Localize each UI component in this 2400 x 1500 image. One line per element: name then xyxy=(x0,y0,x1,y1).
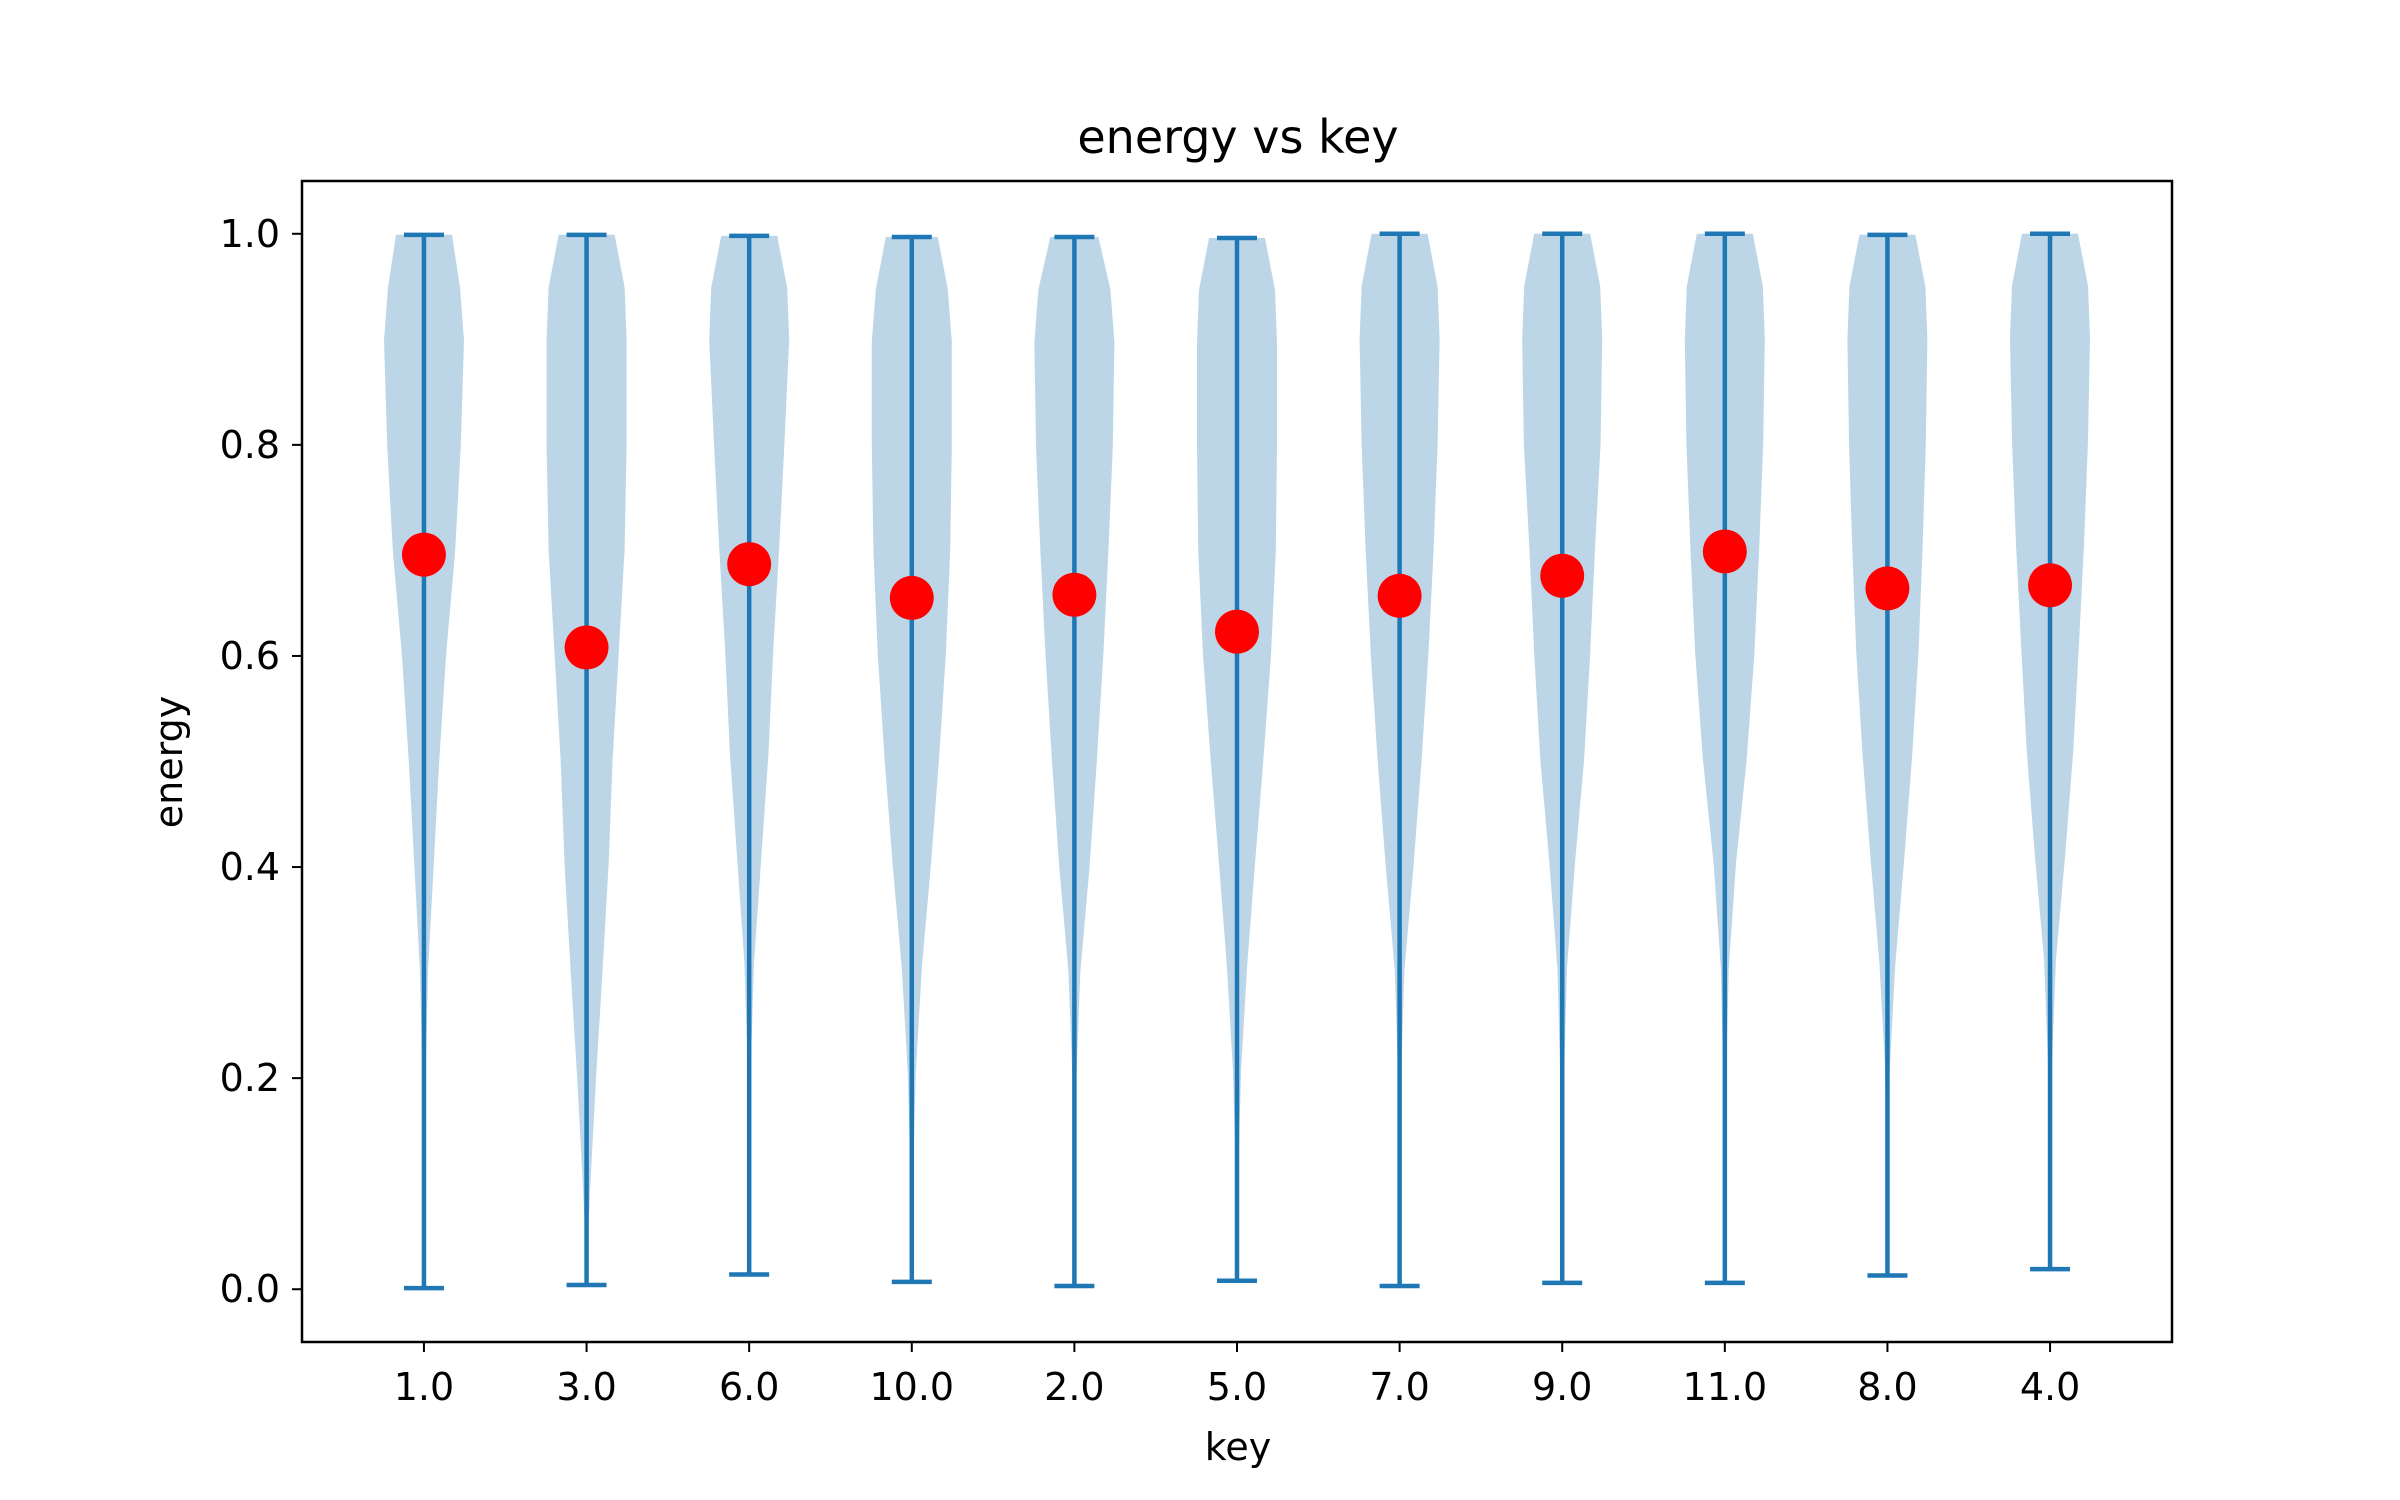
x-axis: 1.0 3.0 6.0 10.0 2.0 5.0 7.0 9.0 11.0 8.0 4.0 xyxy=(394,1342,2080,1409)
y-axis-label: energy xyxy=(147,696,191,828)
mean-marker xyxy=(1052,572,1097,617)
x-tick-label: 8.0 xyxy=(1857,1365,1917,1409)
mean-marker xyxy=(1865,566,1910,611)
mean-marker xyxy=(889,575,934,620)
x-tick-label: 6.0 xyxy=(719,1365,779,1409)
mean-marker xyxy=(1702,529,1747,574)
y-tick-label: 0.2 xyxy=(220,1056,280,1100)
x-tick-label: 2.0 xyxy=(1044,1365,1104,1409)
x-tick-label: 7.0 xyxy=(1369,1365,1429,1409)
mean-marker xyxy=(1540,553,1585,598)
y-tick-label: 0.4 xyxy=(220,845,280,889)
chart-title: energy vs key xyxy=(1077,110,1398,164)
y-tick-label: 0.8 xyxy=(220,423,280,467)
mean-marker xyxy=(564,625,609,670)
y-tick-label: 1.0 xyxy=(220,212,280,256)
x-axis-label: key xyxy=(1205,1425,1272,1469)
y-tick-label: 0.0 xyxy=(220,1267,280,1311)
mean-marker xyxy=(2028,563,2073,608)
x-tick-label: 5.0 xyxy=(1207,1365,1267,1409)
x-tick-label: 1.0 xyxy=(394,1365,454,1409)
x-tick-label: 4.0 xyxy=(2020,1365,2080,1409)
mean-marker xyxy=(1377,573,1422,618)
y-tick-label: 0.6 xyxy=(220,634,280,678)
plot-area xyxy=(384,231,2090,1291)
x-tick-label: 11.0 xyxy=(1683,1365,1768,1409)
x-tick-label: 9.0 xyxy=(1532,1365,1592,1409)
mean-marker xyxy=(401,532,446,577)
y-axis: 0.0 0.2 0.4 0.6 0.8 1.0 xyxy=(220,212,302,1311)
x-tick-label: 10.0 xyxy=(869,1365,954,1409)
mean-marker xyxy=(727,542,772,587)
mean-marker xyxy=(1215,609,1259,654)
x-tick-label: 3.0 xyxy=(556,1365,616,1409)
